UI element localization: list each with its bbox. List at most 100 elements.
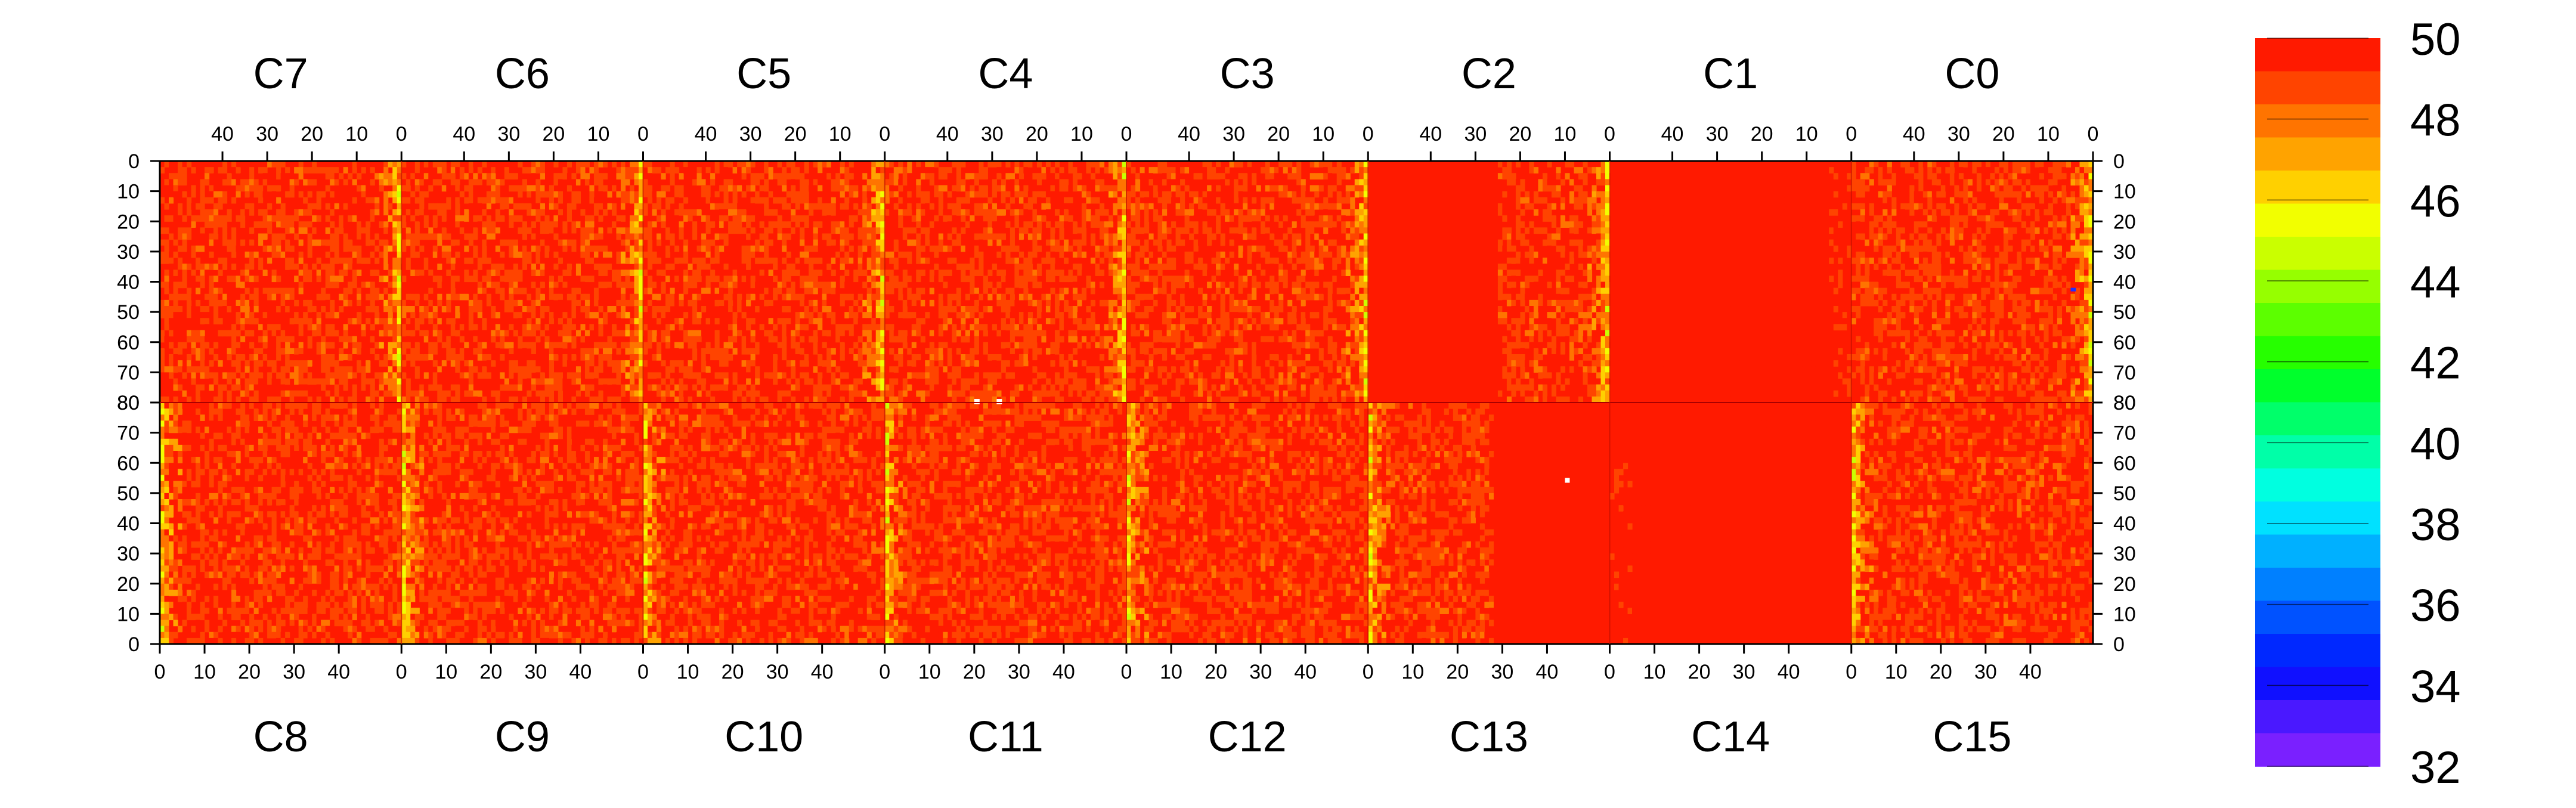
heatmap-cell bbox=[455, 535, 460, 542]
heatmap-cell bbox=[432, 583, 438, 590]
heatmap-cell bbox=[343, 571, 348, 578]
heatmap-cell bbox=[294, 529, 299, 536]
heatmap-cell bbox=[509, 251, 514, 258]
heatmap-cell bbox=[589, 348, 595, 355]
heatmap-cell bbox=[227, 596, 232, 602]
heatmap-cell bbox=[383, 444, 389, 451]
heatmap-cell bbox=[253, 372, 259, 379]
heatmap-cell bbox=[240, 547, 246, 554]
heatmap-cell bbox=[477, 451, 482, 457]
heatmap-cell bbox=[405, 469, 411, 476]
heatmap-cell bbox=[366, 571, 371, 578]
heatmap-cell bbox=[339, 348, 344, 355]
heatmap-cell bbox=[227, 390, 232, 397]
heatmap-cell bbox=[414, 463, 420, 469]
heatmap-cell bbox=[405, 420, 411, 428]
heatmap-cell bbox=[392, 631, 398, 639]
heatmap-cell bbox=[495, 197, 500, 204]
heatmap-cell bbox=[253, 414, 259, 421]
heatmap-cell bbox=[191, 614, 196, 621]
heatmap-cell bbox=[495, 403, 500, 409]
heatmap-cell bbox=[357, 203, 362, 210]
heatmap-cell bbox=[160, 354, 165, 361]
heatmap-cell bbox=[459, 324, 465, 331]
heatmap-cell bbox=[388, 469, 393, 476]
heatmap-cell bbox=[334, 258, 339, 264]
heatmap-cell bbox=[321, 626, 326, 633]
heatmap-cell bbox=[303, 559, 308, 566]
heatmap-cell bbox=[486, 631, 491, 639]
heatmap-cell bbox=[236, 602, 241, 608]
heatmap-cell bbox=[401, 275, 407, 283]
heatmap-cell bbox=[535, 426, 541, 434]
heatmap-cell bbox=[584, 336, 590, 343]
heatmap-cell bbox=[160, 281, 165, 289]
heatmap-cell bbox=[169, 529, 174, 536]
heatmap-cell bbox=[401, 396, 407, 403]
heatmap-cell bbox=[298, 469, 304, 476]
heatmap-cell bbox=[200, 565, 205, 572]
heatmap-cell bbox=[571, 602, 577, 608]
heatmap-cell bbox=[240, 275, 246, 283]
heatmap-cell bbox=[473, 366, 478, 373]
heatmap-cell bbox=[450, 493, 456, 500]
heatmap-cell bbox=[535, 258, 541, 264]
heatmap-cell bbox=[544, 457, 550, 463]
heatmap-cell bbox=[366, 444, 371, 451]
heatmap-cell bbox=[258, 553, 264, 560]
heatmap-cell bbox=[361, 354, 366, 361]
heatmap-cell bbox=[325, 529, 330, 536]
heatmap-cell bbox=[405, 529, 411, 536]
heatmap-cell bbox=[164, 281, 169, 289]
heatmap-cell bbox=[209, 614, 214, 621]
heatmap-cell bbox=[348, 270, 353, 276]
heatmap-cell bbox=[312, 312, 317, 318]
heatmap-cell bbox=[410, 577, 416, 584]
heatmap-cell bbox=[392, 620, 398, 627]
heatmap-cell bbox=[441, 185, 447, 192]
heatmap-cell bbox=[218, 396, 223, 403]
heatmap-cell bbox=[227, 270, 232, 276]
heatmap-cell bbox=[321, 161, 326, 168]
heatmap-cell bbox=[312, 324, 317, 331]
heatmap-cell bbox=[509, 215, 514, 222]
heatmap-cell bbox=[593, 396, 599, 403]
heatmap-cell bbox=[316, 475, 321, 482]
heatmap-cell bbox=[330, 312, 335, 318]
heatmap-cell bbox=[253, 275, 259, 283]
heatmap-cell bbox=[334, 420, 339, 428]
heatmap-cell bbox=[307, 342, 312, 349]
heatmap-cell bbox=[414, 233, 420, 240]
heatmap-cell bbox=[495, 596, 500, 602]
heatmap-cell bbox=[392, 336, 398, 343]
heatmap-cell bbox=[222, 281, 228, 289]
heatmap-cell bbox=[307, 565, 312, 572]
heatmap-cell bbox=[249, 197, 255, 204]
heatmap-cell bbox=[580, 281, 586, 289]
heatmap-cell bbox=[553, 378, 559, 385]
heatmap-cell bbox=[249, 275, 255, 283]
heatmap-cell bbox=[164, 457, 169, 463]
heatmap-cell bbox=[562, 270, 568, 276]
heatmap-cell bbox=[392, 191, 398, 198]
heatmap-cell bbox=[312, 481, 317, 488]
heatmap-cell bbox=[455, 221, 460, 228]
heatmap-cell bbox=[169, 637, 174, 645]
heatmap-cell bbox=[428, 258, 434, 264]
heatmap-cell bbox=[366, 469, 371, 476]
heatmap-cell bbox=[343, 438, 348, 445]
heatmap-cell bbox=[262, 306, 268, 312]
heatmap-cell bbox=[178, 614, 183, 621]
heatmap-cell bbox=[575, 541, 581, 548]
heatmap-cell bbox=[531, 239, 536, 246]
heatmap-cell bbox=[366, 185, 371, 192]
heatmap-cell bbox=[549, 287, 554, 295]
heatmap-cell bbox=[575, 577, 581, 584]
heatmap-cell bbox=[285, 167, 290, 174]
heatmap-cell bbox=[405, 432, 411, 439]
heatmap-cell bbox=[289, 577, 295, 584]
heatmap-cell bbox=[236, 360, 241, 367]
heatmap-cell bbox=[584, 608, 590, 614]
heatmap-cell bbox=[392, 179, 398, 186]
heatmap-cell bbox=[459, 227, 465, 234]
